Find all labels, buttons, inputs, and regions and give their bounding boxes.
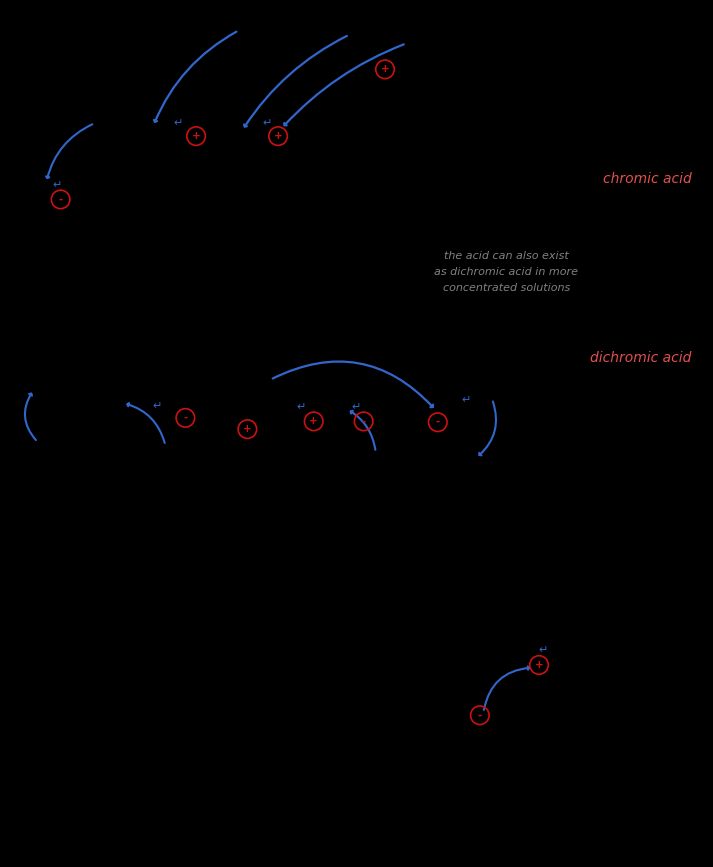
Text: -: - [361,416,366,427]
Text: +: + [243,424,252,434]
Text: the acid can also exist
as dichromic acid in more
concentrated solutions: the acid can also exist as dichromic aci… [434,251,578,293]
Text: -: - [58,194,63,205]
Text: ↵: ↵ [352,402,361,413]
Text: -: - [183,413,188,423]
Text: +: + [381,64,389,75]
Text: +: + [535,660,543,670]
Text: ↵: ↵ [262,118,272,128]
Text: -: - [436,417,440,427]
Text: +: + [309,416,318,427]
Text: +: + [192,131,200,141]
Text: ↵: ↵ [297,402,307,413]
Text: ↵: ↵ [538,645,548,655]
Text: ↵: ↵ [152,401,162,411]
Text: dichromic acid: dichromic acid [590,351,692,365]
Text: chromic acid: chromic acid [603,173,692,186]
Text: ↵: ↵ [52,180,62,191]
Text: ↵: ↵ [461,395,471,406]
Text: ↵: ↵ [173,118,183,128]
Text: -: - [478,710,482,720]
Text: +: + [274,131,282,141]
